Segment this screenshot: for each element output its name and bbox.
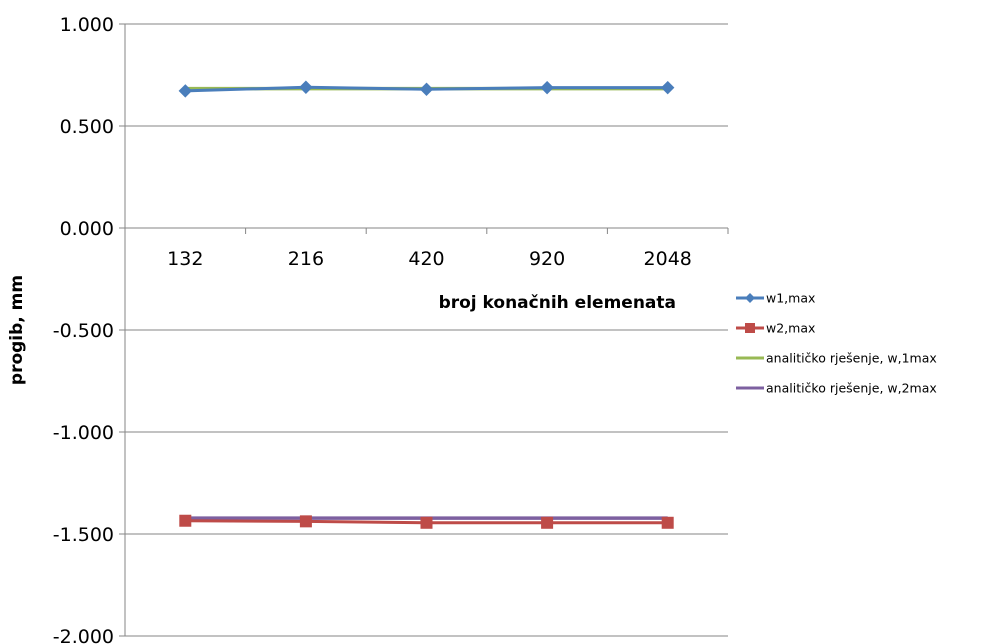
- y-tick-label: 0.500: [60, 116, 114, 138]
- legend-item: analitičko rješenje, w,1max: [736, 351, 937, 366]
- y-tick-label: -2.000: [53, 626, 114, 644]
- y-tick-labels: 1.000 0.500 0.000 -0.500 -1.000 -1.500 -2.000: [53, 14, 125, 644]
- series-group: [178, 80, 675, 529]
- data-point-diamond: [540, 80, 554, 95]
- data-point-square: [541, 516, 554, 529]
- data-point-diamond: [660, 80, 675, 95]
- series-1: [178, 80, 675, 98]
- legend-label: analitičko rješenje, w,1max: [766, 351, 937, 366]
- x-tick-label: 420: [408, 248, 444, 270]
- y-tick-label: -0.500: [53, 320, 114, 342]
- legend: w1,max w2,max analitičko rješenje, w,1max a…: [736, 291, 937, 396]
- y-axis-title: progib, mm: [7, 275, 27, 385]
- data-point-square: [179, 514, 192, 527]
- legend-label: w2,max: [766, 321, 815, 336]
- x-tick-label: 920: [529, 248, 565, 270]
- x-tick-label: 2048: [644, 248, 692, 270]
- data-point-square: [661, 516, 674, 529]
- y-tick-label: 1.000: [60, 14, 114, 36]
- data-point-diamond: [178, 84, 193, 98]
- x-axis-title: broj konačnih elemenata: [439, 293, 676, 313]
- legend-marker: [745, 293, 755, 303]
- y-tick-label: -1.500: [53, 524, 114, 546]
- legend-marker: [745, 323, 755, 333]
- legend-item: analitičko rješenje, w,2max: [736, 381, 937, 396]
- x-tick-label: 216: [288, 248, 324, 270]
- grid-lines: [125, 23, 728, 637]
- data-point-square: [420, 516, 433, 529]
- x-tick-label: 132: [167, 248, 203, 270]
- y-tick-label: 0.000: [60, 218, 114, 240]
- legend-item: w2,max: [736, 321, 815, 336]
- series-2: [179, 514, 674, 529]
- data-point-diamond: [419, 82, 434, 96]
- data-point-diamond: [299, 80, 313, 94]
- legend-label: w1,max: [766, 291, 815, 306]
- legend-label: analitičko rješenje, w,2max: [766, 381, 937, 396]
- y-tick-label: -1.000: [53, 422, 114, 444]
- data-point-square: [299, 515, 312, 528]
- x-tick-labels: 132 216 420 920 2048: [124, 228, 729, 270]
- legend-item: w1,max: [736, 291, 815, 306]
